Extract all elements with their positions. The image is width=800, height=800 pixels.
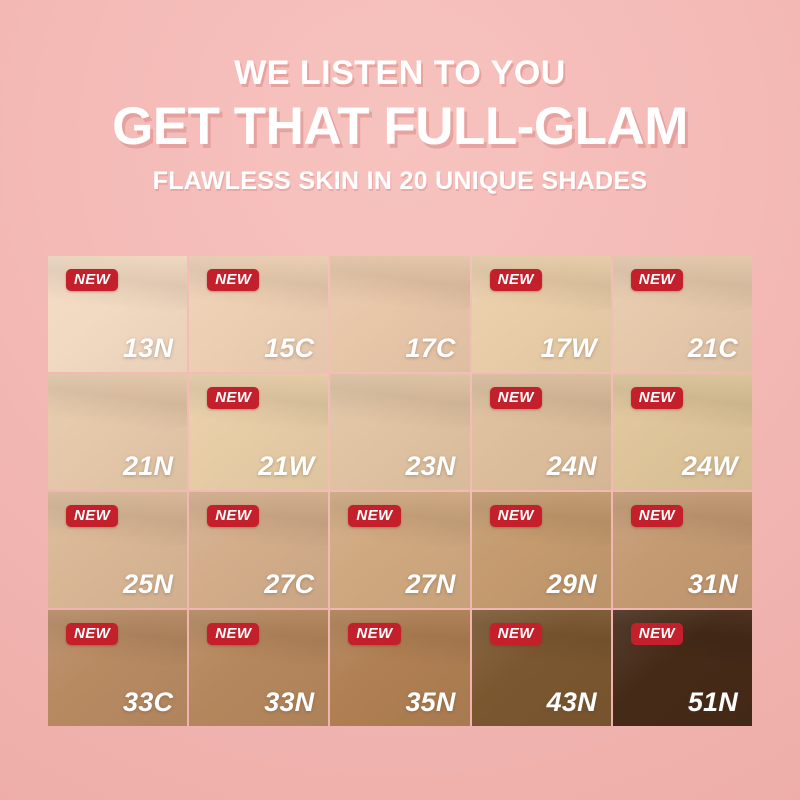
shade-swatch[interactable]: NEW 33C [48, 610, 188, 726]
shade-code-label: 31N [687, 569, 738, 599]
shade-code-label: 51N [687, 687, 738, 717]
shade-code-label: 24W [681, 451, 738, 481]
shade-swatch[interactable]: NEW 51N [612, 610, 752, 726]
shade-grid: NEW13NNEW15CNEW17CNEW17WNEW21CNEW21NNEW2… [48, 256, 752, 726]
new-badge: NEW [630, 505, 683, 528]
shade-swatch[interactable]: NEW 27N [330, 492, 470, 608]
shade-code-label: 23N [405, 451, 456, 481]
shade-swatch[interactable]: NEW21N [48, 374, 188, 490]
new-badge: NEW [66, 505, 119, 528]
headline-title: GET THAT FULL-GLAM [112, 96, 688, 156]
shade-code-label: 21N [123, 451, 174, 481]
shade-code-label: 27N [405, 569, 456, 599]
headline-kicker: WE LISTEN TO YOU [234, 54, 566, 92]
shade-swatch[interactable]: NEW 25N [48, 492, 188, 608]
new-badge: NEW [207, 505, 260, 528]
new-badge: NEW [207, 269, 260, 292]
new-badge: NEW [348, 623, 401, 646]
headline-subtitle: FLAWLESS SKIN IN 20 UNIQUE SHADES [152, 166, 648, 195]
shade-swatch[interactable]: NEW 17W [471, 256, 611, 372]
shade-code-label: 35N [405, 687, 456, 717]
shade-code-label: 21W [258, 451, 315, 481]
shade-swatch[interactable]: NEW 35N [330, 610, 470, 726]
new-badge: NEW [489, 269, 542, 292]
new-badge: NEW [66, 623, 119, 646]
shade-code-label: 13N [123, 333, 174, 363]
shade-swatch[interactable]: NEW 15C [189, 256, 329, 372]
shade-code-label: 21C [687, 333, 738, 363]
shade-swatch[interactable]: NEW 21W [189, 374, 329, 490]
shade-code-label: 17C [405, 333, 456, 363]
shade-swatch[interactable]: NEW 21C [612, 256, 752, 372]
new-badge: NEW [630, 387, 683, 410]
shade-swatch[interactable]: NEW17C [330, 256, 470, 372]
new-badge: NEW [348, 505, 401, 528]
shade-code-label: 24N [546, 451, 597, 481]
shade-code-label: 25N [123, 569, 174, 599]
shade-code-label: 29N [546, 569, 597, 599]
new-badge: NEW [489, 623, 542, 646]
new-badge: NEW [207, 387, 260, 410]
new-badge: NEW [66, 269, 119, 292]
shade-swatch[interactable]: NEW 24N [471, 374, 611, 490]
shade-swatch[interactable]: NEW 13N [48, 256, 188, 372]
shade-swatch[interactable]: NEW 29N [471, 492, 611, 608]
shade-code-label: 33C [123, 687, 174, 717]
new-badge: NEW [630, 269, 683, 292]
shade-code-label: 27C [264, 569, 315, 599]
shade-code-label: 15C [264, 333, 315, 363]
new-badge: NEW [207, 623, 260, 646]
shade-code-label: 17W [540, 333, 597, 363]
new-badge: NEW [489, 505, 542, 528]
headline-block: WE LISTEN TO YOU GET THAT FULL-GLAM FLAW… [0, 54, 800, 195]
new-badge: NEW [630, 623, 683, 646]
shade-swatch[interactable]: NEW 24W [612, 374, 752, 490]
shade-swatch[interactable]: NEW 31N [612, 492, 752, 608]
shade-swatch[interactable]: NEW 27C [189, 492, 329, 608]
new-badge: NEW [489, 387, 542, 410]
shade-code-label: 43N [546, 687, 597, 717]
shade-swatch[interactable]: NEW 33N [189, 610, 329, 726]
shade-code-label: 33N [264, 687, 315, 717]
shade-swatch[interactable]: NEW23N [330, 374, 470, 490]
shade-swatch[interactable]: NEW 43N [471, 610, 611, 726]
